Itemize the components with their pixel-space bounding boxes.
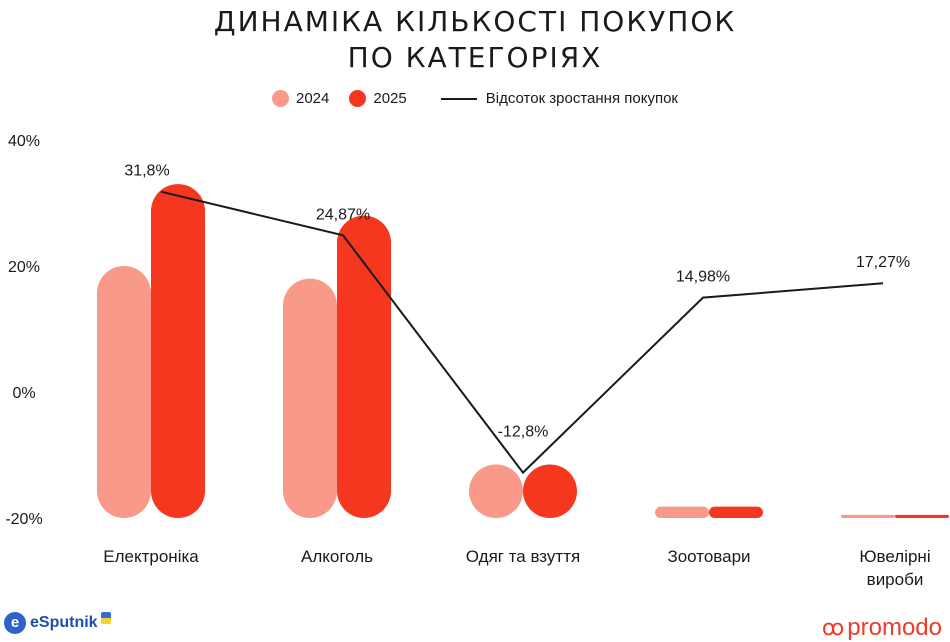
x-category-label-line: Зоотовари	[667, 547, 750, 566]
legend-swatch-growth	[440, 97, 477, 100]
y-axis: 40% 20% 0% -20%	[5, 133, 42, 528]
bar-2024-3	[469, 464, 523, 518]
x-category-label: Зоотовари	[667, 547, 750, 566]
chart-title-line-2: ПО КАТЕГОРІЯХ	[347, 41, 603, 74]
promodo-logo-text: promodo	[847, 614, 942, 641]
x-category-label: Електроніка	[103, 547, 199, 566]
growth-data-label: 24,87%	[316, 206, 370, 223]
bar-2025-4	[709, 506, 763, 518]
x-category-label: Алкоголь	[301, 547, 373, 566]
x-category-label-line: вироби	[867, 570, 924, 589]
x-category-label: Ювелірні вироби	[859, 547, 930, 589]
growth-line-path	[160, 190, 884, 475]
legend-swatch-2025	[349, 90, 367, 107]
esputnik-logo-icon: e	[4, 612, 26, 634]
legend-label-growth: Відсоток зростання покупок	[485, 90, 678, 107]
bar-2024-4	[655, 506, 709, 518]
legend-item-2024: 2024	[272, 90, 329, 107]
bar-2025-5	[895, 514, 949, 518]
bars	[97, 184, 949, 518]
x-category-label-line: Ювелірні	[859, 547, 930, 566]
growth-data-label: -12,8%	[498, 424, 549, 441]
bar-2025-1	[151, 184, 205, 518]
bar-2025-2	[337, 215, 391, 518]
promodo-logo: ꝏ promodo	[822, 614, 942, 642]
chart-title-line-1: ДИНАМІКА КІЛЬКОСТІ ПОКУПОК	[213, 5, 737, 38]
growth-line: 31,8% 24,87% -12,8% 14,98% 17,27%	[124, 163, 910, 475]
esputnik-logo-text: eSputnik	[30, 614, 98, 631]
bar-2025-3	[523, 464, 577, 518]
y-tick-label: 20%	[8, 259, 40, 276]
x-category-label: Одяг та взуття	[466, 547, 580, 566]
chart-title: ДИНАМІКА КІЛЬКОСТІ ПОКУПОК ПО КАТЕГОРІЯХ	[0, 4, 950, 76]
bar-2024-5	[841, 514, 895, 518]
esputnik-logo: e eSputnik	[4, 612, 111, 634]
x-category-label-line: Алкоголь	[301, 547, 373, 566]
x-category-label-line: Одяг та взуття	[466, 547, 580, 566]
promodo-logo-icon: ꝏ	[821, 615, 845, 640]
y-tick-label: 0%	[12, 385, 35, 402]
ukraine-flag-icon	[100, 612, 111, 624]
x-axis: Електроніка Алкоголь Одяг та взуття Зоотова…	[103, 547, 930, 589]
bar-2024-1	[97, 266, 151, 518]
growth-data-label: 31,8%	[124, 163, 169, 180]
x-category-label-line: Електроніка	[103, 547, 199, 566]
legend-label-2024: 2024	[296, 90, 330, 107]
legend-label-2025: 2025	[373, 90, 407, 107]
legend-item-2025: 2025	[349, 90, 407, 107]
legend-swatch-2024	[272, 90, 289, 107]
legend-item-growth: Відсоток зростання покупок	[427, 90, 678, 107]
y-tick-label: -20%	[5, 511, 42, 528]
chart-legend: 2024 2025 Відсоток зростання покупок	[0, 90, 950, 107]
growth-data-label: 14,98%	[676, 269, 730, 286]
growth-data-label: 17,27%	[856, 254, 910, 271]
bar-2024-2	[283, 278, 337, 518]
y-tick-label: 40%	[8, 133, 40, 150]
